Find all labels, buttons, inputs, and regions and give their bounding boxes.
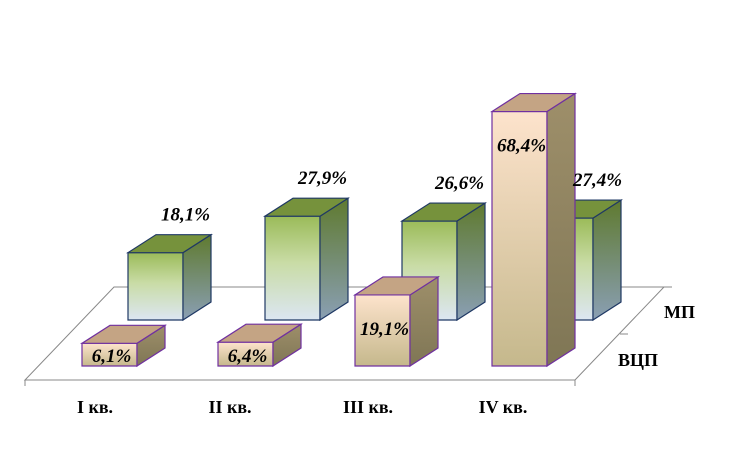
data-labels: 18,1% 27,9% 26,6% 27,4% 6,1% 6,4% 19,1% 68,4% xyxy=(92,136,622,367)
bar-front-face xyxy=(264,215,321,321)
bar-side-face xyxy=(592,198,622,322)
category-label: II кв. xyxy=(208,397,251,417)
series-axis: МП ВЦП xyxy=(618,302,695,370)
category-label: III кв. xyxy=(343,397,393,417)
data-label: 27,4% xyxy=(572,170,622,191)
series-label-vcp: ВЦП xyxy=(618,350,658,370)
bar-side-face xyxy=(546,92,576,368)
data-label: 6,4% xyxy=(228,346,268,367)
bar-top-face xyxy=(399,202,488,222)
series-label-mp: МП xyxy=(664,302,695,322)
category-axis: I кв. II кв. III кв. IV кв. xyxy=(77,397,527,417)
bar-side-face xyxy=(319,197,349,322)
bar-front-face xyxy=(127,252,184,321)
category-label: IV кв. xyxy=(479,397,528,417)
bar-top-face xyxy=(262,197,351,217)
data-label: 18,1% xyxy=(161,205,210,226)
category-label: I кв. xyxy=(77,397,113,417)
bar-top-face xyxy=(79,324,168,344)
data-label: 27,9% xyxy=(297,168,347,189)
bars-front-series xyxy=(79,92,578,368)
bar-top-face xyxy=(489,92,578,113)
bar-top-face xyxy=(352,276,441,296)
data-label: 68,4% xyxy=(497,136,546,157)
data-label: 26,6% xyxy=(434,173,484,194)
bar-side-face xyxy=(456,201,486,322)
bar-top-face xyxy=(125,234,214,254)
data-label: 6,1% xyxy=(92,346,132,367)
data-label: 19,1% xyxy=(360,319,409,340)
bar-top-face xyxy=(215,323,304,343)
